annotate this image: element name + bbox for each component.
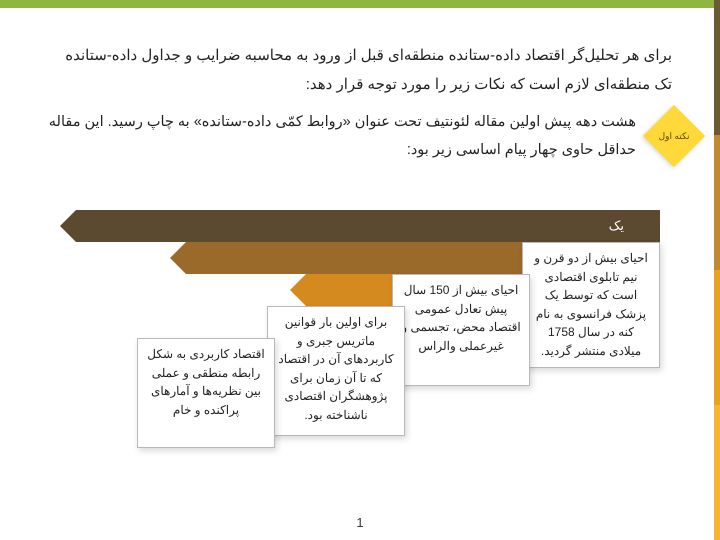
stripe-seg-2 bbox=[714, 135, 720, 270]
diamond-badge: نکته اول bbox=[644, 108, 700, 164]
slide-page: برای هر تحلیل‌گر اقتصاد داده-ستانده منطق… bbox=[0, 0, 720, 540]
right-accent-stripe bbox=[714, 0, 720, 540]
arrow-1-label: یک bbox=[544, 210, 624, 242]
card-4: اقتصاد کاربردی به شکل رابطه منطقی و عملی… bbox=[137, 338, 275, 448]
stripe-seg-3 bbox=[714, 270, 720, 405]
step-diagram: یک دو سه چهار احیای بیش از دو قرن و نیم … bbox=[60, 210, 660, 490]
arrow-1: یک bbox=[60, 210, 660, 242]
card-1: احیای بیش از دو قرن و نیم تابلوی اقتصادی… bbox=[522, 242, 660, 368]
callout-text: هشت دهه پیش اولین مقاله لئونتیف تحت عنوا… bbox=[48, 108, 642, 165]
top-accent-bar bbox=[0, 0, 720, 8]
stripe-seg-1 bbox=[714, 0, 720, 135]
card-3: برای اولین بار قوانین ماتریس جبری و کارب… bbox=[267, 306, 405, 436]
intro-paragraph: برای هر تحلیل‌گر اقتصاد داده-ستانده منطق… bbox=[48, 42, 672, 99]
diamond-label: نکته اول bbox=[659, 131, 690, 142]
page-number: 1 bbox=[0, 515, 720, 530]
card-2: احیای بیش از 150 سال پیش تعادل عمومی اقت… bbox=[392, 274, 530, 386]
callout-row: نکته اول هشت دهه پیش اولین مقاله لئونتیف… bbox=[48, 108, 700, 165]
